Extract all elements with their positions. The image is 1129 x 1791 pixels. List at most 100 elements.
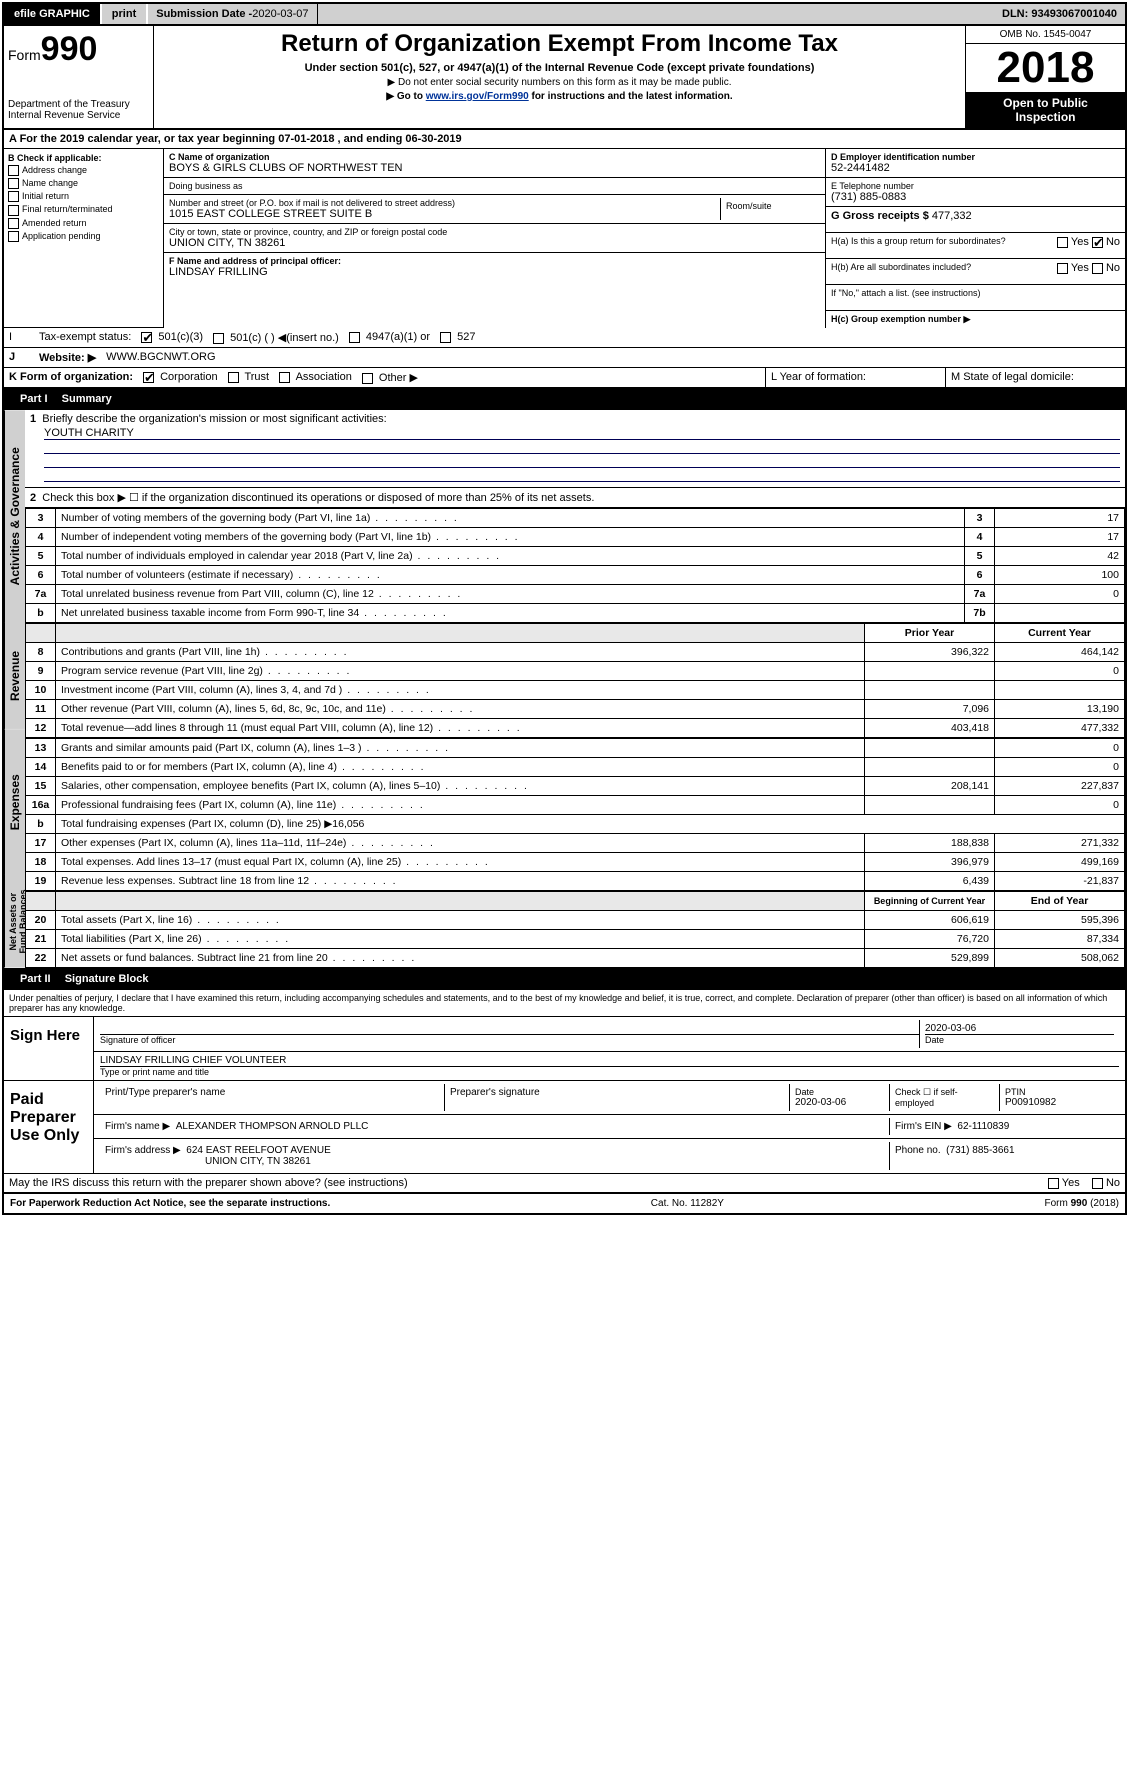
header-right: OMB No. 1545-0047 2018 Open to Public In… bbox=[965, 26, 1125, 128]
k-corp[interactable]: Corporation bbox=[138, 368, 223, 387]
header-left: Form990 Department of the Treasury Inter… bbox=[4, 26, 154, 128]
hb-note: If "No," attach a list. (see instruction… bbox=[826, 285, 1125, 311]
submission-date-label: Submission Date - bbox=[156, 8, 252, 20]
revenue-table: Prior Year Current Year 8 Contributions … bbox=[25, 623, 1125, 738]
chk-final-return[interactable]: Final return/terminated bbox=[8, 204, 159, 215]
chk-name-change[interactable]: Name change bbox=[8, 178, 159, 189]
sig-officer-label: Signature of officer bbox=[100, 1034, 919, 1045]
i-501c3[interactable]: 501(c)(3) bbox=[136, 328, 208, 347]
discuss-no-chk[interactable] bbox=[1092, 1178, 1103, 1189]
prior-value: 529,899 bbox=[865, 949, 995, 968]
current-value: 0 bbox=[995, 662, 1125, 681]
q2-text: Check this box ▶ ☐ if the organization d… bbox=[42, 492, 594, 504]
officer-name: LINDSAY FRILLING bbox=[169, 266, 820, 278]
cat-no: Cat. No. 11282Y bbox=[651, 1198, 724, 1209]
line-desc: Total revenue—add lines 8 through 11 (mu… bbox=[56, 719, 865, 738]
form-990-page: efile GRAPHIC print Submission Date - 20… bbox=[2, 2, 1127, 1215]
col-prior: Prior Year bbox=[865, 624, 995, 643]
line-ref: 7a bbox=[965, 585, 995, 604]
sa-end: 06-30-2019 bbox=[405, 133, 461, 145]
prep-sig-label: Preparer's signature bbox=[444, 1084, 789, 1111]
k-trust[interactable]: Trust bbox=[223, 368, 275, 387]
form-prefix: Form bbox=[8, 47, 41, 63]
prep-date-label: Date bbox=[795, 1087, 884, 1097]
chk-app-pending[interactable]: Application pending bbox=[8, 231, 159, 242]
col-begin: Beginning of Current Year bbox=[865, 892, 995, 911]
line-no: 14 bbox=[26, 758, 56, 777]
i-4947[interactable]: 4947(a)(1) or bbox=[344, 328, 435, 347]
tab-netassets: Net Assets or Fund Balances bbox=[4, 875, 25, 968]
city-label: City or town, state or province, country… bbox=[169, 227, 820, 237]
form-header: Form990 Department of the Treasury Inter… bbox=[4, 26, 1125, 130]
blank bbox=[56, 892, 865, 911]
line-desc: Total assets (Part X, line 16) bbox=[56, 911, 865, 930]
line-desc: Contributions and grants (Part VIII, lin… bbox=[56, 643, 865, 662]
line-no: 12 bbox=[26, 719, 56, 738]
g-value: 477,332 bbox=[932, 210, 972, 222]
current-value: 508,062 bbox=[995, 949, 1125, 968]
line-no: 6 bbox=[26, 566, 56, 585]
line-value bbox=[995, 604, 1125, 623]
dept-irs: Internal Revenue Service bbox=[8, 110, 149, 121]
firm-name-cell: Firm's name ▶ ALEXANDER THOMPSON ARNOLD … bbox=[100, 1118, 889, 1135]
current-value: 477,332 bbox=[995, 719, 1125, 738]
line-desc: Total fundraising expenses (Part IX, col… bbox=[56, 815, 1125, 834]
discuss-row: May the IRS discuss this return with the… bbox=[4, 1174, 1125, 1193]
i-501c[interactable]: 501(c) ( ) ◀(insert no.) bbox=[208, 328, 344, 347]
table-row: 8 Contributions and grants (Part VIII, l… bbox=[26, 643, 1125, 662]
line-no: 8 bbox=[26, 643, 56, 662]
opt-label: 4947(a)(1) or bbox=[366, 331, 430, 343]
yes-label: Yes bbox=[1071, 236, 1089, 248]
line-no: 20 bbox=[26, 911, 56, 930]
current-value: 0 bbox=[995, 796, 1125, 815]
gross-receipts-row: G Gross receipts $ 477,332 bbox=[826, 207, 1125, 233]
type-label: Type or print name and title bbox=[100, 1066, 1119, 1077]
chk-label: Amended return bbox=[22, 218, 87, 228]
table-row: b Total fundraising expenses (Part IX, c… bbox=[26, 815, 1125, 834]
form-ref: Form 990 (2018) bbox=[1045, 1198, 1120, 1209]
firm-name-value: ALEXANDER THOMPSON ARNOLD PLLC bbox=[176, 1121, 369, 1132]
k-assoc[interactable]: Association bbox=[274, 368, 357, 387]
discuss-yes-chk[interactable] bbox=[1048, 1178, 1059, 1189]
chk-address-change[interactable]: Address change bbox=[8, 165, 159, 176]
firm-phone-value: (731) 885-3661 bbox=[946, 1145, 1014, 1156]
line-no: 4 bbox=[26, 528, 56, 547]
k-other[interactable]: Other ▶ bbox=[357, 368, 765, 387]
street-cell: Number and street (or P.O. box if mail i… bbox=[169, 198, 720, 220]
prior-value: 396,322 bbox=[865, 643, 995, 662]
chk-amended[interactable]: Amended return bbox=[8, 218, 159, 229]
prior-value bbox=[865, 796, 995, 815]
sa-mid: , and ending bbox=[338, 133, 406, 145]
paid-label: Paid Preparer Use Only bbox=[4, 1081, 94, 1173]
sig-officer-cell: Signature of officer bbox=[100, 1020, 919, 1048]
chk-initial-return[interactable]: Initial return bbox=[8, 191, 159, 202]
section-c-name: C Name of organization BOYS & GIRLS CLUB… bbox=[164, 149, 825, 328]
org-name: BOYS & GIRLS CLUBS OF NORTHWEST TEN bbox=[169, 162, 820, 174]
line-desc: Net unrelated business taxable income fr… bbox=[56, 604, 965, 623]
prep-row1: Print/Type preparer's name Preparer's si… bbox=[94, 1081, 1125, 1115]
vert-tabs: Activities & Governance Revenue Expenses… bbox=[4, 410, 25, 968]
table-row: b Net unrelated business taxable income … bbox=[26, 604, 1125, 623]
check-self-employed[interactable]: Check ☐ if self-employed bbox=[889, 1084, 999, 1111]
city-value: UNION CITY, TN 38261 bbox=[169, 237, 820, 249]
line-no: 9 bbox=[26, 662, 56, 681]
line-no: 19 bbox=[26, 872, 56, 891]
ptin-value: P00910982 bbox=[1005, 1097, 1114, 1108]
firm-name-label: Firm's name ▶ bbox=[105, 1121, 170, 1132]
line-desc: Number of independent voting members of … bbox=[56, 528, 965, 547]
firm-ein-cell: Firm's EIN ▶ 62-1110839 bbox=[889, 1118, 1119, 1135]
yes-label: Yes bbox=[1071, 262, 1089, 274]
part1-title: Summary bbox=[62, 393, 112, 405]
rev-header-row: Prior Year Current Year bbox=[26, 624, 1125, 643]
line-no: 16a bbox=[26, 796, 56, 815]
line-no: b bbox=[26, 815, 56, 834]
city-row: City or town, state or province, country… bbox=[164, 224, 825, 253]
irs-link[interactable]: www.irs.gov/Form990 bbox=[426, 91, 529, 102]
line-ref: 4 bbox=[965, 528, 995, 547]
sign-here-content: Signature of officer 2020-03-06 Date LIN… bbox=[94, 1017, 1125, 1080]
current-value: 271,332 bbox=[995, 834, 1125, 853]
omb-number: OMB No. 1545-0047 bbox=[966, 26, 1125, 44]
print-button[interactable]: print bbox=[102, 4, 148, 24]
i-527[interactable]: 527 bbox=[435, 328, 480, 347]
submission-date-value: 2020-03-07 bbox=[252, 8, 308, 20]
